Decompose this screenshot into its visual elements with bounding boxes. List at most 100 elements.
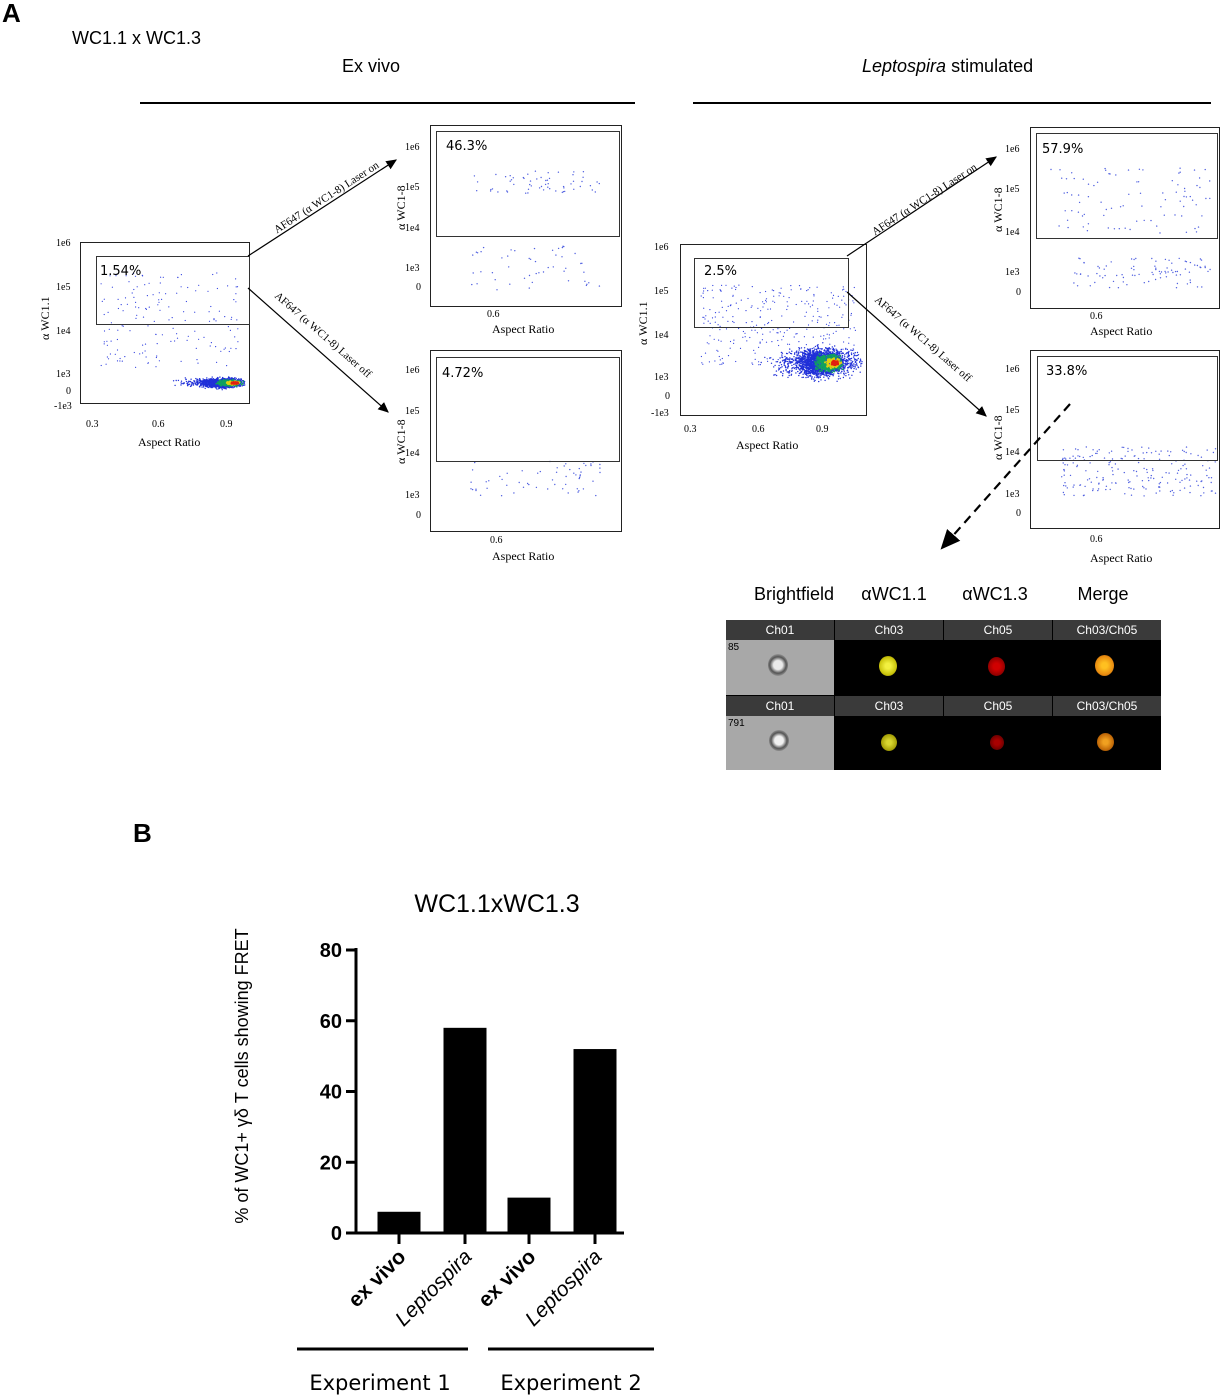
lp-off-ytick-1e4: 1e4 <box>1005 447 1020 458</box>
ev-laser-off-arrow <box>247 287 389 413</box>
lp-on-ytick-1e5: 1e5 <box>1005 184 1020 195</box>
ev-off-ytick-0: 0 <box>416 510 421 521</box>
bar-2 <box>443 1027 487 1233</box>
combination-title: WC1.1 x WC1.3 <box>72 28 202 48</box>
ex-vivo-gate-pct: 1.54% <box>100 264 142 279</box>
lp-main-xtick-0.9: 0.9 <box>816 424 829 435</box>
chart-ylabel: % of WC1+ γδ T cells showing FRET <box>232 928 252 1223</box>
r1-ch05-cell <box>988 657 1005 676</box>
bar-1 <box>377 1211 421 1233</box>
ev-on-ytick-1e3: 1e3 <box>405 263 420 274</box>
group-label-2: Experiment 2 <box>500 1371 641 1395</box>
lp-off-ytick-0: 0 <box>1016 508 1021 519</box>
image-link-arrow <box>940 403 1071 550</box>
lp-off-ytick-1e3: 1e3 <box>1005 489 1020 500</box>
ev-on-xlabel: Aspect Ratio <box>492 322 555 336</box>
lepto-main-plot <box>680 244 867 416</box>
ev-main-ytick-neg1e3: -1e3 <box>54 401 72 412</box>
r1-brightfield-image: 85 <box>726 640 834 695</box>
ex-vivo-heading: Ex vivo <box>342 56 401 76</box>
ex-vivo-main-density <box>100 272 246 391</box>
panel-b-label: B <box>133 818 152 848</box>
col-wc1-1: αWC1.1 <box>861 584 927 604</box>
ev-main-ytick-1e3: 1e3 <box>56 369 71 380</box>
lp-on-xtick-0.6: 0.6 <box>1090 311 1103 322</box>
category-label-1: ex vivo <box>344 1245 411 1312</box>
lp-laser-off-gate <box>1037 356 1218 461</box>
y-tick-label-0: 0 <box>331 1223 342 1245</box>
lp-main-ytick-neg1e3: -1e3 <box>651 408 669 419</box>
ev-off-xlabel: Aspect Ratio <box>492 549 555 563</box>
r2-brightfield-image: 791 <box>726 716 834 770</box>
lp-on-xlabel: Aspect Ratio <box>1090 324 1153 338</box>
ev-main-ytick-1e6: 1e6 <box>56 238 71 249</box>
ev-main-xtick-0.9: 0.9 <box>220 419 233 430</box>
ev-main-xtick-0.3: 0.3 <box>86 419 99 430</box>
ex-vivo-rule <box>140 102 635 104</box>
r1-merge-cell <box>1095 655 1114 676</box>
ev-laser-on-arrow <box>247 159 398 257</box>
chart-title: WC1.1xWC1.3 <box>414 890 579 918</box>
lp-laser-off-plot <box>1030 350 1220 529</box>
r2-ch05-cell <box>990 735 1004 750</box>
lp-off-xtick-0.6: 0.6 <box>1090 534 1103 545</box>
ev-off-ytick-1e6: 1e6 <box>405 365 420 376</box>
group-label-1: Experiment 1 <box>309 1371 450 1395</box>
ev-laser-off-plot <box>430 350 622 532</box>
ev-laser-off-pct: 4.72% <box>442 366 484 381</box>
ev-laser-off-gate <box>436 357 620 462</box>
r2-ch03-cell <box>881 734 897 751</box>
r2-ch05: Ch05 <box>944 696 1052 716</box>
lp-laser-off-pct: 33.8% <box>1046 364 1088 379</box>
y-tick-label-80: 80 <box>320 940 342 962</box>
col-wc1-3: αWC1.3 <box>962 584 1028 604</box>
r2-event-id: 791 <box>728 718 745 729</box>
lp-laser-on-arrow <box>846 156 997 257</box>
y-tick-label-40: 40 <box>320 1082 342 1104</box>
panel-a-label: A <box>2 0 21 28</box>
lp-on-ytick-0: 0 <box>1016 287 1021 298</box>
ev-main-ytick-1e5: 1e5 <box>56 282 71 293</box>
lp-off-xlabel: Aspect Ratio <box>1090 551 1153 565</box>
lp-laser-on-dots <box>1050 167 1211 289</box>
r2-merge-cell <box>1097 733 1114 751</box>
category-label-3: ex vivo <box>474 1245 541 1312</box>
ev-on-ytick-1e4: 1e4 <box>405 223 420 234</box>
r1-brightfield-cell <box>768 654 788 676</box>
y-tick-label-20: 20 <box>320 1152 342 1174</box>
lp-main-ytick-1e5: 1e5 <box>654 286 669 297</box>
ev-main-xtick-0.6: 0.6 <box>152 419 165 430</box>
r1-ch03-cell <box>879 656 897 676</box>
r2-brightfield-cell <box>769 730 789 751</box>
lp-laser-on-plot <box>1030 127 1220 309</box>
lp-off-ytick-1e5: 1e5 <box>1005 405 1020 416</box>
ev-laser-off-dots <box>470 460 601 497</box>
ev-laser-on-plot <box>430 125 622 307</box>
lp-main-ytick-1e4: 1e4 <box>654 330 669 341</box>
bar-3 <box>507 1197 551 1233</box>
r2-ch03: Ch03 <box>835 696 943 716</box>
lp-laser-off-arrow <box>846 291 987 417</box>
ev-on-ytick-0: 0 <box>416 282 421 293</box>
ev-off-ytick-1e3: 1e3 <box>405 490 420 501</box>
lp-laser-on-pct: 57.9% <box>1042 142 1084 157</box>
r1-ch01: Ch01 <box>726 620 834 640</box>
ev-laser-on-gate <box>436 131 620 237</box>
ev-main-ytick-1e4: 1e4 <box>56 326 71 337</box>
leptospira-heading: Leptospira stimulated <box>862 56 1033 77</box>
col-merge: Merge <box>1077 584 1129 604</box>
lepto-main-density <box>700 284 863 383</box>
lp-off-ytick-1e6: 1e6 <box>1005 364 1020 375</box>
ex-vivo-main-gate <box>96 256 250 325</box>
r2-ch0305: Ch03/Ch05 <box>1053 696 1161 716</box>
lp-main-ytick-0: 0 <box>665 391 670 402</box>
r1-event-id: 85 <box>728 642 740 653</box>
lp-main-ytick-1e3: 1e3 <box>654 372 669 383</box>
ev-on-ytick-1e6: 1e6 <box>405 142 420 153</box>
bar-4 <box>573 1049 617 1233</box>
ev-laser-on-pct: 46.3% <box>446 139 488 154</box>
lp-laser-on-gate <box>1036 133 1218 239</box>
r2-ch01: Ch01 <box>726 696 834 716</box>
